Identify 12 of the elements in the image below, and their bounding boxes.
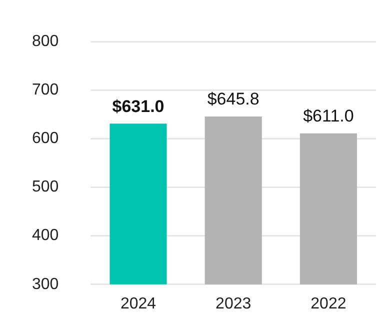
data-label: $645.8 (207, 90, 260, 109)
x-tick-label: 2024 (120, 295, 156, 312)
y-tick-label: 700 (32, 82, 59, 99)
data-label: $631.0 (112, 96, 164, 116)
y-tick-label: 600 (32, 130, 59, 148)
y-tick-label: 800 (32, 33, 59, 50)
data-label: $611.0 (303, 106, 354, 126)
x-tick-label: 2023 (216, 295, 252, 312)
y-tick-label: 500 (32, 178, 59, 196)
x-tick-label: 2022 (310, 295, 346, 312)
y-tick-label: 300 (32, 276, 59, 293)
y-tick-label: 400 (32, 227, 59, 244)
